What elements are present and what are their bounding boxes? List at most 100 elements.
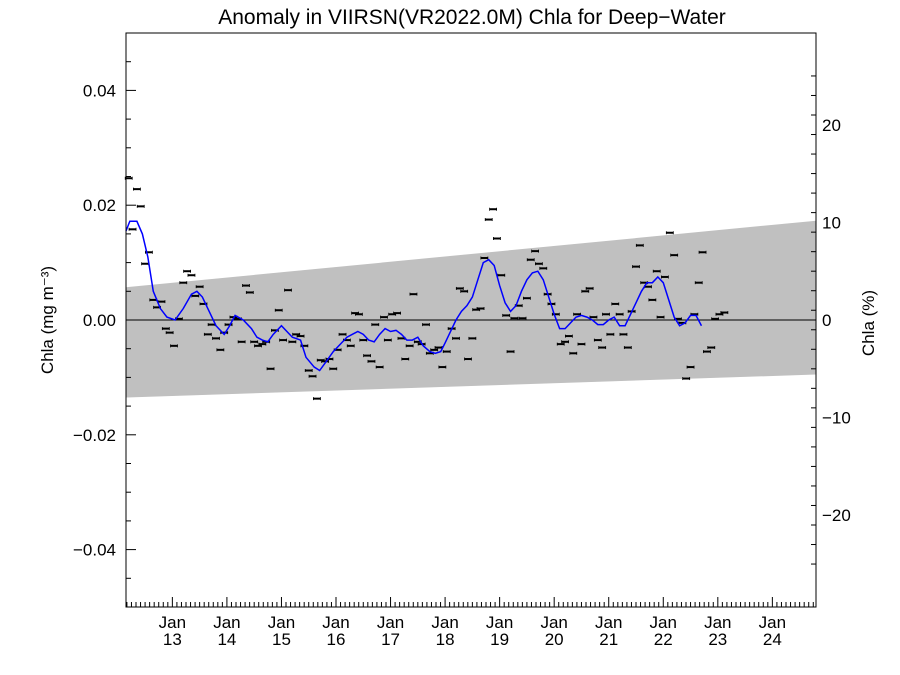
left-tick-label: 0.04 bbox=[83, 81, 116, 100]
data-point bbox=[405, 344, 414, 348]
right-y-axis: 20 10 0 −10 −20 bbox=[811, 75, 851, 565]
data-point bbox=[493, 236, 501, 240]
data-point bbox=[442, 350, 451, 354]
data-point bbox=[489, 207, 497, 211]
data-point bbox=[237, 340, 246, 344]
data-point bbox=[401, 357, 410, 361]
data-point bbox=[393, 311, 401, 315]
data-point bbox=[430, 348, 439, 352]
data-point bbox=[355, 312, 363, 316]
x-tick-label-month: Jan bbox=[759, 613, 786, 632]
data-point bbox=[296, 334, 305, 338]
x-tick-label-month: Jan bbox=[377, 613, 404, 632]
data-point bbox=[438, 365, 447, 369]
data-point bbox=[523, 296, 531, 300]
left-tick-label: −0.04 bbox=[73, 541, 116, 560]
data-point bbox=[619, 332, 628, 336]
data-point bbox=[363, 354, 371, 358]
x-tick-label-year: 20 bbox=[545, 630, 564, 649]
x-tick-label-year: 23 bbox=[708, 630, 727, 649]
data-point bbox=[128, 227, 137, 231]
data-point bbox=[183, 269, 191, 273]
x-tick-label-year: 24 bbox=[763, 630, 782, 649]
data-point bbox=[615, 312, 624, 316]
x-tick-label-month: Jan bbox=[486, 613, 513, 632]
right-tick-label: −20 bbox=[822, 506, 851, 525]
data-point bbox=[581, 289, 590, 293]
data-point bbox=[711, 317, 719, 321]
x-tick-label-year: 16 bbox=[327, 630, 346, 649]
data-point bbox=[510, 316, 519, 320]
data-point bbox=[203, 332, 212, 336]
data-point bbox=[455, 286, 464, 290]
data-point bbox=[682, 377, 691, 381]
data-point bbox=[380, 315, 388, 319]
data-point bbox=[565, 334, 573, 338]
data-point bbox=[409, 292, 418, 296]
data-point bbox=[648, 298, 657, 302]
data-point bbox=[526, 258, 535, 262]
data-point bbox=[212, 336, 220, 340]
data-point bbox=[452, 336, 460, 340]
x-tick-label-month: Jan bbox=[159, 613, 186, 632]
x-tick-label-month: Jan bbox=[650, 613, 677, 632]
data-point bbox=[383, 338, 392, 342]
left-tick-label: 0.02 bbox=[83, 196, 116, 215]
data-point bbox=[535, 262, 543, 266]
x-tick-label-month: Jan bbox=[213, 613, 240, 632]
data-point bbox=[561, 340, 569, 344]
data-point bbox=[606, 332, 615, 336]
data-point bbox=[245, 290, 254, 294]
data-point bbox=[569, 351, 578, 355]
x-tick-label-month: Jan bbox=[704, 613, 731, 632]
data-point bbox=[288, 340, 297, 344]
data-point bbox=[133, 187, 141, 191]
data-point bbox=[506, 350, 515, 354]
x-tick-label-month: Jan bbox=[595, 613, 622, 632]
x-tick-label-year: 17 bbox=[381, 630, 400, 649]
x-axis: Jan13Jan14Jan15Jan16Jan17Jan18Jan19Jan20… bbox=[126, 597, 814, 649]
chart-title: Anomaly in VIIRSN(VR2022.0M) Chla for De… bbox=[218, 6, 726, 29]
smoothed-series-line bbox=[125, 220, 703, 372]
data-point bbox=[531, 249, 539, 253]
data-point bbox=[179, 281, 188, 285]
data-point bbox=[602, 312, 610, 316]
data-point bbox=[346, 344, 355, 348]
data-point bbox=[274, 308, 283, 312]
data-point bbox=[703, 350, 711, 354]
data-point bbox=[284, 288, 292, 292]
data-point bbox=[585, 286, 594, 290]
data-point bbox=[686, 365, 695, 369]
data-point bbox=[250, 340, 259, 344]
data-point bbox=[652, 269, 661, 273]
data-point bbox=[665, 231, 674, 235]
data-point bbox=[698, 250, 707, 254]
data-point bbox=[539, 266, 548, 270]
data-point bbox=[468, 336, 477, 340]
data-point bbox=[656, 315, 665, 319]
data-point bbox=[371, 323, 380, 327]
right-tick-label: −10 bbox=[822, 409, 851, 428]
data-point bbox=[476, 307, 485, 311]
data-point bbox=[623, 346, 632, 350]
data-point bbox=[161, 327, 170, 331]
data-point bbox=[484, 218, 493, 222]
data-point bbox=[279, 338, 287, 342]
left-tick-label: −0.02 bbox=[73, 426, 116, 445]
data-point bbox=[258, 342, 267, 346]
x-tick-label-year: 21 bbox=[599, 630, 618, 649]
data-point bbox=[707, 346, 716, 350]
data-point bbox=[577, 342, 586, 346]
data-point bbox=[313, 397, 321, 401]
data-point bbox=[518, 316, 527, 320]
right-tick-label: 0 bbox=[822, 311, 831, 330]
data-point bbox=[367, 359, 376, 363]
x-tick-label-year: 22 bbox=[654, 630, 673, 649]
data-point bbox=[375, 365, 384, 369]
left-y-axis: 0.04 0.02 0.00 −0.02 −0.04 bbox=[73, 32, 136, 608]
data-point bbox=[141, 262, 149, 266]
data-point bbox=[632, 265, 640, 269]
data-point bbox=[611, 302, 620, 306]
x-tick-label-year: 18 bbox=[436, 630, 455, 649]
